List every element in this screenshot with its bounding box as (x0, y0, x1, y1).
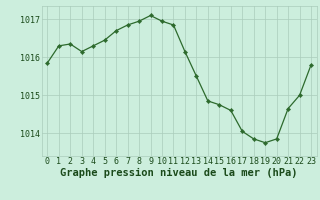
X-axis label: Graphe pression niveau de la mer (hPa): Graphe pression niveau de la mer (hPa) (60, 168, 298, 178)
